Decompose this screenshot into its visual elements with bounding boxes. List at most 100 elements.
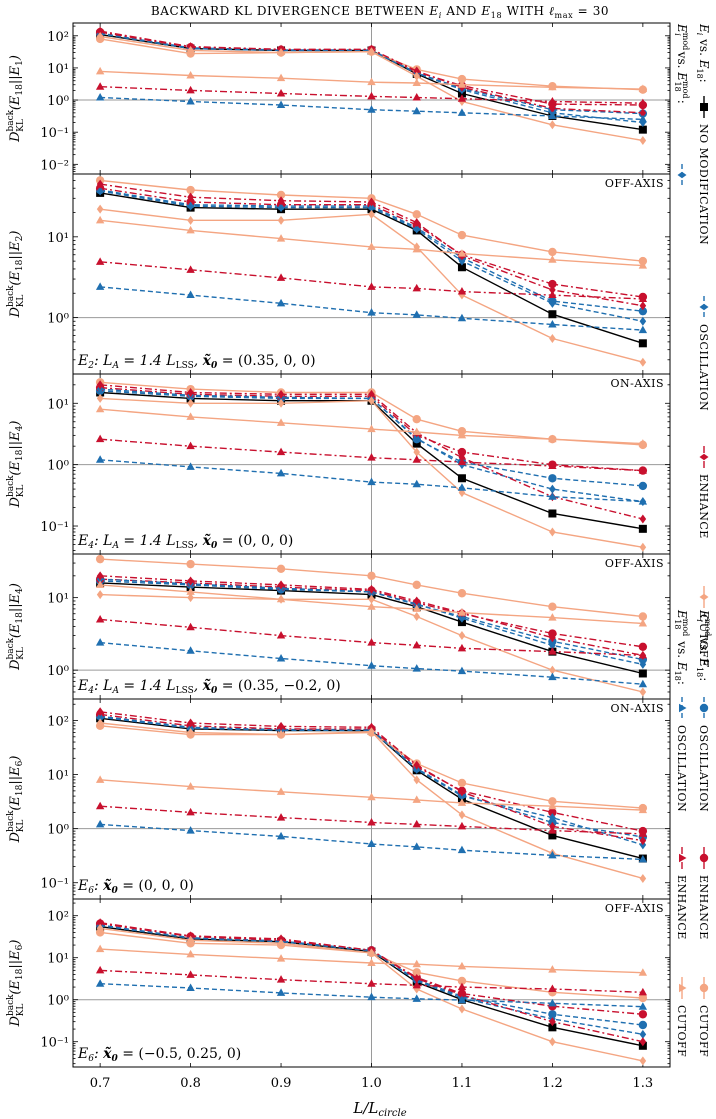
- data-point: [549, 1017, 556, 1027]
- data-point: [277, 389, 285, 399]
- data-point: [457, 976, 467, 986]
- series-line-5: [99, 190, 644, 322]
- data-point: [368, 948, 375, 958]
- data-point: [548, 801, 557, 810]
- data-point: [412, 604, 421, 612]
- data-point: [186, 441, 195, 450]
- data-point: [186, 71, 195, 79]
- series-line-7: [99, 35, 644, 142]
- data-point: [187, 935, 194, 945]
- data-point: [548, 613, 557, 621]
- legend-item: CUTOFF: [697, 977, 710, 1057]
- series-line-5: [99, 33, 643, 124]
- legend-label: OSCILLATION: [697, 725, 710, 812]
- data-point: [186, 949, 195, 958]
- data-point: [638, 987, 648, 996]
- series-line-9: [100, 86, 643, 104]
- data-point: [638, 261, 648, 269]
- data-point: [548, 111, 557, 119]
- series-line-9: [100, 805, 643, 835]
- y-tick-label: 10²: [47, 910, 69, 925]
- data-point: [638, 669, 647, 678]
- data-point: [639, 301, 647, 311]
- data-point: [549, 285, 556, 295]
- data-point: [95, 965, 105, 974]
- data-point: [549, 640, 556, 650]
- series-line-9: [100, 618, 643, 657]
- data-point: [549, 120, 556, 130]
- panel-annotation: E6: x̃0 = (0, 0, 0): [77, 877, 194, 896]
- data-point: [95, 404, 105, 413]
- data-point: [276, 190, 286, 200]
- series-line-5: [100, 924, 644, 1035]
- series-line-7: [100, 722, 644, 880]
- data-point: [367, 477, 376, 486]
- series-line-10: [100, 584, 643, 625]
- data-point: [457, 230, 467, 240]
- legend-item: OSCILLATION: [697, 697, 710, 812]
- data-point: [412, 244, 421, 253]
- legend-header-1: Ei vs. E18:: [695, 23, 711, 83]
- series-line-5: [100, 578, 644, 666]
- data-point: [367, 638, 376, 646]
- data-point: [412, 427, 421, 436]
- data-point: [96, 26, 104, 36]
- y-tick-label: 10²: [47, 715, 69, 730]
- data-point: [367, 105, 376, 113]
- panel-annotation: E2: LA = 1.4 LLSS, x̃0 = (0.35, 0, 0): [77, 352, 316, 371]
- series-line-3: [100, 386, 643, 472]
- data-point: [548, 434, 557, 443]
- panel-4: 10⁰ 10¹ DbackKL(E18||E4) OFF-AXIS E4: LA = 1…: [6, 553, 671, 700]
- data-point: [367, 571, 376, 581]
- data-point: [639, 659, 647, 669]
- data-point: [276, 631, 286, 639]
- data-point: [277, 48, 285, 58]
- legend-label: ENHANCE: [675, 875, 688, 940]
- data-point: [186, 587, 195, 595]
- x-tick-label: 0.8: [180, 1076, 201, 1091]
- data-point: [457, 108, 467, 116]
- panel-annotation: E4: LA = 1.4 LLSS, x̃0 = (0, 0, 0): [77, 532, 293, 551]
- y-tick-label: 10⁰: [47, 459, 69, 474]
- data-point: [458, 631, 466, 641]
- y-tick-label: 10¹: [47, 952, 69, 967]
- series-line-9: [100, 438, 643, 472]
- panel-tag: ON-AXIS: [610, 377, 664, 390]
- data-point: [549, 334, 556, 344]
- data-point: [367, 602, 376, 610]
- data-point: [187, 728, 194, 738]
- panel-annotation: E6: x̃0 = (−0.5, 0.25, 0): [77, 1045, 241, 1064]
- x-tick-label: 1.3: [633, 1076, 654, 1091]
- data-point: [638, 481, 648, 491]
- data-point: [95, 215, 105, 224]
- y-tick-label: 10⁰: [47, 94, 69, 109]
- series-line-6: [99, 922, 644, 1043]
- data-point: [367, 661, 376, 669]
- series-line-10: [100, 779, 643, 811]
- data-point: [186, 462, 195, 470]
- data-point: [457, 249, 467, 257]
- series-line-1: [100, 582, 644, 675]
- data-point: [457, 995, 467, 1004]
- data-point: [95, 819, 105, 828]
- data-point: [368, 209, 375, 219]
- data-point: [186, 782, 195, 790]
- data-point: [457, 778, 467, 788]
- data-point: [639, 118, 647, 128]
- data-point: [548, 474, 557, 483]
- data-point: [413, 775, 421, 785]
- data-point: [368, 594, 375, 604]
- legend-item: ENHANCE: [697, 446, 710, 539]
- data-point: [367, 453, 376, 461]
- data-point: [458, 990, 466, 1000]
- data-point: [368, 203, 375, 213]
- series-line-9: [100, 261, 643, 300]
- data-point: [549, 813, 556, 823]
- data-point: [457, 608, 467, 616]
- series-line-7: [100, 927, 644, 1062]
- panel-annotation: E4: LA = 1.4 LLSS, x̃0 = (0.35, −0.2, 0): [77, 677, 341, 696]
- data-point: [277, 215, 285, 225]
- data-point: [548, 831, 557, 840]
- data-point: [277, 730, 285, 740]
- y-axis-label: DbackKL(E18||E4): [6, 583, 26, 671]
